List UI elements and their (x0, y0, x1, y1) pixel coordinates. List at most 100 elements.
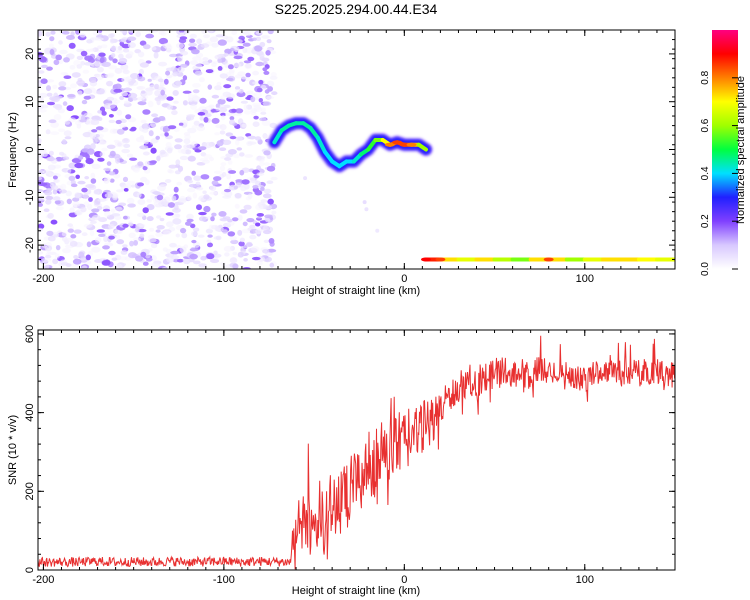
noise-speck (45, 31, 51, 37)
noise-speck (135, 136, 145, 143)
noise-speck (192, 227, 200, 232)
noise-speck (207, 234, 213, 238)
noise-speck (241, 123, 247, 128)
colorbar-tick-label: 0.2 (700, 214, 711, 228)
noise-speck (103, 177, 111, 183)
noise-speck (77, 180, 86, 185)
noise-speck (115, 234, 121, 240)
noise-speck (211, 117, 220, 124)
noise-speck (172, 90, 179, 96)
noise-speck (109, 178, 115, 183)
noise-speck (168, 125, 177, 130)
noise-speck (198, 263, 207, 268)
noise-speck (253, 115, 259, 120)
noise-speck (262, 249, 270, 254)
noise-speck (101, 61, 111, 67)
noise-speck (244, 154, 253, 158)
noise-speck (46, 247, 51, 254)
noise-speck (66, 168, 72, 174)
noise-speck (229, 119, 235, 126)
noise-speck (45, 129, 51, 135)
noise-speck (177, 66, 185, 73)
noise-speck (191, 49, 200, 55)
noise-speck (93, 189, 99, 194)
noise-speck (156, 194, 164, 201)
noise-speck (151, 113, 159, 118)
noise-speck (246, 241, 253, 247)
noise-speck (217, 66, 223, 71)
noise-speck (197, 111, 206, 116)
noise-speck (240, 100, 248, 104)
noise-speck (52, 231, 60, 238)
noise-speck (234, 192, 242, 199)
noise-speck (172, 207, 181, 213)
noise-speck (69, 240, 78, 247)
noise-speck (174, 144, 182, 150)
noise-speck (50, 131, 60, 136)
noise-speck (38, 169, 45, 174)
noise-speck (127, 42, 136, 49)
noise-speck (119, 123, 127, 128)
noise-speck (231, 108, 237, 113)
noise-speck (68, 117, 77, 123)
noise-speck (206, 253, 215, 260)
noise-speck (199, 97, 207, 104)
noise-speck (223, 84, 232, 89)
x-tick-label: -100 (213, 273, 235, 285)
noise-speck (213, 176, 222, 182)
noise-speck (79, 33, 86, 38)
noise-speck (101, 111, 107, 116)
colorbar-tick-label: 0.6 (700, 118, 711, 132)
noise-speck (109, 45, 119, 52)
colorbar-ticks: 0.0 0.2 0.4 0.6 0.8 (700, 70, 738, 276)
noise-speck (166, 96, 174, 101)
noise-speck (80, 61, 86, 66)
noise-speck (211, 180, 219, 186)
noise-speck (150, 243, 158, 249)
noise-speck (189, 253, 198, 260)
y-tick-label: 20 (24, 48, 36, 60)
noise-speck (263, 162, 271, 166)
noise-speck (59, 49, 68, 55)
noise-speck (127, 180, 136, 185)
noise-speck (198, 146, 207, 151)
noise-speck (245, 30, 252, 37)
noise-speck (123, 143, 131, 148)
noise-speck (218, 107, 228, 113)
noise-speck (209, 191, 218, 195)
noise-speck (219, 130, 226, 135)
noise-speck (122, 69, 130, 75)
noise-speck (54, 104, 63, 111)
noise-speck (43, 208, 50, 212)
noise-speck (167, 202, 176, 208)
noise-speck (39, 97, 44, 103)
spectrogram-y-axis-label: Frequency (Hz) (7, 112, 19, 188)
noise-speck (68, 162, 77, 169)
noise-speck (207, 242, 213, 248)
noise-speck (180, 227, 187, 234)
colorbar-tick-label: 0.0 (700, 262, 711, 276)
noise-speck (74, 192, 81, 199)
noise-speck (85, 254, 92, 261)
noise-speck (155, 135, 160, 140)
noise-speck (97, 116, 103, 121)
noise-speck (47, 101, 55, 106)
noise-speck (121, 91, 128, 97)
noise-speck (162, 230, 171, 235)
noise-speck (125, 114, 132, 120)
noise-speck (224, 252, 230, 257)
noise-speck (95, 134, 100, 138)
noise-speck (60, 72, 68, 76)
x-tick-label: 100 (576, 273, 594, 285)
noise-speck (214, 85, 222, 91)
noise-speck (38, 138, 42, 145)
noise-speck (80, 206, 87, 213)
noise-speck (219, 165, 226, 172)
noise-speck (184, 134, 191, 140)
noise-speck (103, 167, 112, 171)
noise-speck (137, 199, 146, 205)
noise-speck (260, 111, 267, 115)
noise-speck (110, 208, 116, 214)
noise-speck (106, 161, 112, 166)
noise-speck (253, 92, 262, 98)
